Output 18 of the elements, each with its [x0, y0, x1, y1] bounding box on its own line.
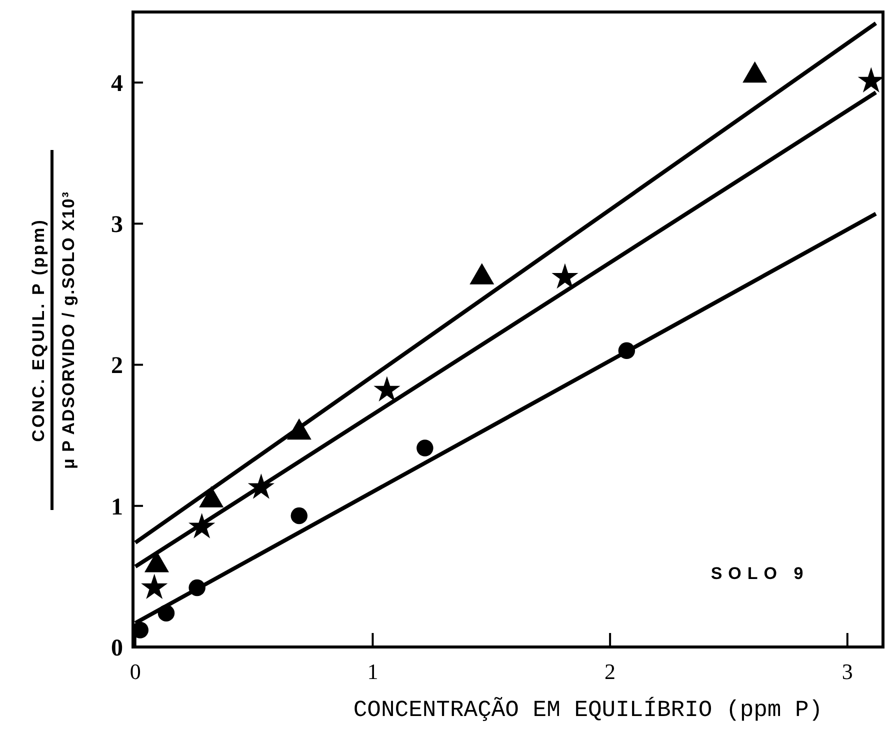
x-tick-label: 0	[130, 659, 141, 684]
point	[742, 61, 768, 83]
x-tick-label: 3	[842, 659, 853, 684]
annotation: SOLO 9	[710, 564, 810, 583]
y-tick-label: 4	[111, 70, 123, 97]
x-tick-label: 2	[604, 659, 616, 684]
y-tick-label: 2	[111, 353, 123, 380]
y-tick-label: 0	[111, 635, 123, 662]
point	[552, 263, 578, 289]
y-axis-title: CONC. EQUIL. P (ppm) μ P ADSORVIDO / g.SOLO X10³	[29, 191, 78, 469]
point	[416, 440, 434, 456]
y-tick-label: 1	[111, 494, 123, 520]
point	[374, 376, 400, 402]
y-tick-label: 3	[111, 212, 123, 238]
x-axis-title: CONCENTRAÇÃO EM EQUILÍBRIO (ppm P)	[353, 696, 823, 723]
x-tick-label: 1	[367, 659, 378, 684]
point	[141, 574, 168, 600]
point	[290, 507, 308, 524]
